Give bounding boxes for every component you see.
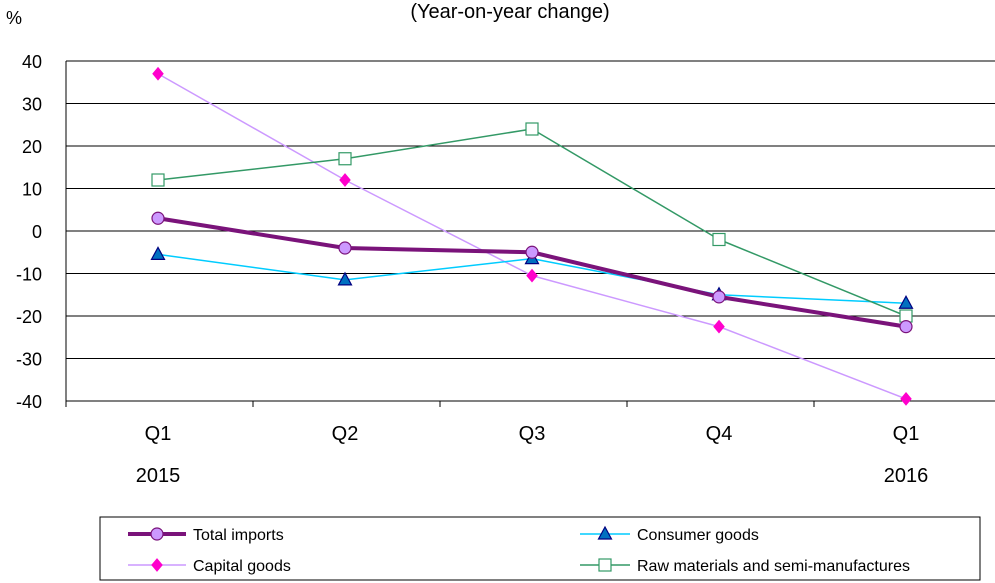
legend-swatch-marker xyxy=(598,558,612,572)
x-year-label: 2016 xyxy=(884,465,929,487)
y-tick-label: 40 xyxy=(22,52,42,72)
data-point xyxy=(338,241,352,255)
y-tick-label: -30 xyxy=(16,350,42,370)
legend-box xyxy=(99,516,981,581)
data-point xyxy=(525,245,539,259)
x-tick-label: Q3 xyxy=(519,423,546,445)
data-point xyxy=(152,66,164,81)
data-point xyxy=(526,268,538,283)
y-tick-label: 0 xyxy=(32,222,42,242)
series-0 xyxy=(151,211,913,334)
x-year-label: 2015 xyxy=(136,465,181,487)
data-point xyxy=(898,294,914,309)
y-tick-labels: 40 30 20 10 0 -10 -20 -30 -40 xyxy=(16,52,42,412)
legend-label: Consumer goods xyxy=(637,527,759,544)
series-layer xyxy=(150,66,914,406)
y-tick-label: -10 xyxy=(16,265,42,285)
legend-swatch-marker xyxy=(597,525,613,540)
legend-label: Raw materials and semi-manufactures xyxy=(637,558,910,575)
data-point xyxy=(525,122,539,136)
data-point xyxy=(900,391,912,406)
series-3 xyxy=(151,122,913,323)
x-tick-label: Q1 xyxy=(145,423,172,445)
legend-label: Capital goods xyxy=(193,558,291,575)
x-tick-labels: Q1 Q2 Q3 Q4 Q1 2015 2016 xyxy=(136,423,929,487)
grid-layer xyxy=(65,60,995,407)
series-line xyxy=(157,128,907,317)
data-point xyxy=(337,271,353,286)
legend: Total imports Consumer goods Capital goods… xyxy=(99,516,981,581)
data-point xyxy=(151,173,165,187)
series-2 xyxy=(152,66,912,406)
x-tick-label: Q1 xyxy=(893,423,920,445)
chart-title: (Year-on-year change) xyxy=(410,1,609,23)
y-tick-label: 10 xyxy=(22,180,42,200)
data-point xyxy=(712,232,726,247)
data-point xyxy=(899,320,913,334)
data-point xyxy=(150,246,166,260)
x-tick-label: Q2 xyxy=(332,423,359,445)
x-tick-label: Q4 xyxy=(706,423,733,445)
y-tick-label: -40 xyxy=(16,392,42,412)
data-point xyxy=(713,319,725,334)
y-tick-label: 20 xyxy=(22,137,42,157)
y-axis-unit-label: % xyxy=(6,8,22,28)
legend-swatch-marker xyxy=(151,558,163,572)
legend-swatch-marker xyxy=(150,527,164,541)
y-tick-label: -20 xyxy=(16,307,42,327)
data-point xyxy=(151,211,165,225)
data-point xyxy=(339,173,351,187)
data-point xyxy=(712,290,726,304)
data-point xyxy=(338,152,352,166)
legend-label: Total imports xyxy=(193,527,284,544)
y-tick-label: 30 xyxy=(22,95,42,115)
